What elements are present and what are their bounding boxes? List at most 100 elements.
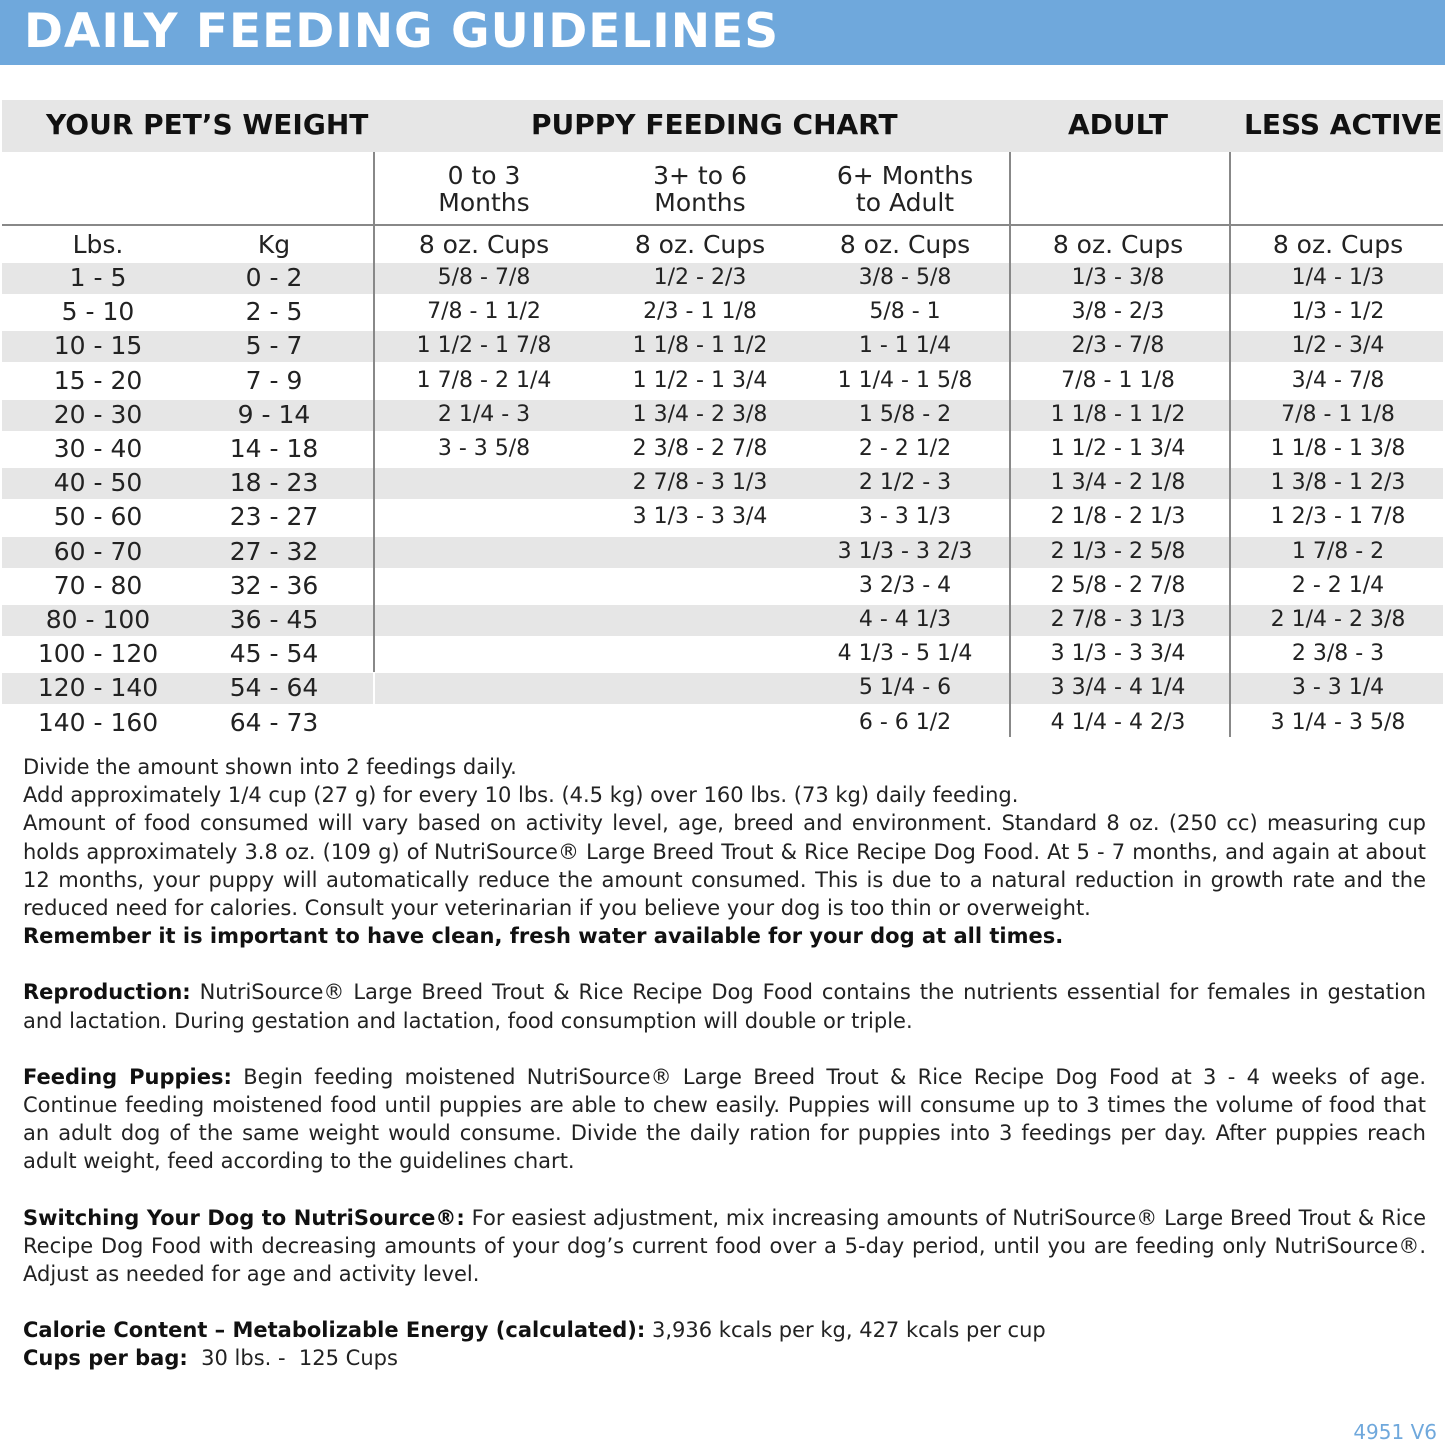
cups-cell: 1/4 - 1/3 bbox=[1291, 265, 1385, 290]
row-stripe bbox=[1011, 536, 1229, 568]
cups-cell: 2 - 2 1/2 bbox=[858, 436, 952, 461]
row-stripe bbox=[2, 331, 373, 363]
divider bbox=[373, 152, 375, 672]
row-stripe bbox=[1231, 605, 1443, 636]
cups-cell: 2 1/4 - 3 bbox=[437, 401, 531, 427]
weight-cell: 18 - 23 bbox=[229, 468, 319, 498]
row-stripe bbox=[2, 399, 373, 431]
cups-cell: 1 1/4 - 1 5/8 bbox=[837, 367, 973, 393]
weight-cell: 1 - 5 bbox=[69, 263, 127, 292]
weight-cell: 5 - 7 bbox=[245, 331, 303, 361]
cups-cell: 2 1/4 - 2 3/8 bbox=[1270, 607, 1406, 632]
unit-label: Kg bbox=[257, 230, 291, 259]
cups-cell: 4 1/3 - 5 1/4 bbox=[837, 641, 973, 667]
cups-cell: 1 1/8 - 1 1/2 bbox=[1050, 401, 1186, 427]
cups-cell: 7/8 - 1 1/8 bbox=[1281, 401, 1395, 427]
weight-cell: 9 - 14 bbox=[237, 399, 311, 429]
weight-cell: 80 - 100 bbox=[45, 605, 151, 634]
weight-cell: 40 - 50 bbox=[53, 468, 143, 498]
note-cups: Cups per bag: 30 lbs. - 125 Cups bbox=[23, 1346, 398, 1371]
header-weight: YOUR PET’S WEIGHT bbox=[46, 108, 369, 141]
cups-cell: 3 3/4 - 4 1/4 bbox=[1050, 675, 1186, 701]
note-calorie: Calorie Content – Metabolizable Energy (… bbox=[23, 1318, 1046, 1343]
weight-cell: 10 - 15 bbox=[53, 331, 143, 361]
subheader-age: 3+ to 6 Months bbox=[653, 161, 747, 217]
weight-cell: 27 - 32 bbox=[229, 536, 319, 566]
row-stripe bbox=[2, 468, 373, 500]
cups-cell: 7/8 - 1 1/8 bbox=[1061, 367, 1175, 393]
cups-cell: 1 1/2 - 1 7/8 bbox=[416, 333, 552, 359]
row-stripe bbox=[1231, 673, 1443, 705]
product-code: 4951 V6 bbox=[1353, 1420, 1437, 1444]
row-stripe bbox=[2, 673, 373, 705]
row-stripe bbox=[1231, 263, 1443, 294]
title-banner: DAILY FEEDING GUIDELINES bbox=[0, 0, 1445, 65]
cups-cell: 2 7/8 - 3 1/3 bbox=[1050, 607, 1186, 632]
cups-cell: 1/2 - 3/4 bbox=[1291, 333, 1385, 359]
cups-cell: 5 1/4 - 6 bbox=[858, 675, 952, 701]
subheader-age: 0 to 3 Months bbox=[438, 161, 530, 217]
weight-cell: 140 - 160 bbox=[37, 707, 159, 737]
divider bbox=[2, 224, 1443, 226]
cups-cell: 1 1/2 - 1 3/4 bbox=[1050, 436, 1186, 461]
row-stripe bbox=[375, 399, 1009, 431]
note-puppies: Feeding Puppies: Begin feeding moistened… bbox=[23, 1064, 1427, 1174]
row-stripe bbox=[375, 331, 1009, 363]
row-stripe bbox=[2, 263, 373, 294]
unit-label: 8 oz. Cups bbox=[634, 230, 766, 259]
weight-cell: 60 - 70 bbox=[53, 536, 143, 566]
row-stripe bbox=[1231, 331, 1443, 363]
cups-cell: 1/3 - 3/8 bbox=[1071, 265, 1165, 290]
row-stripe bbox=[1011, 673, 1229, 705]
weight-cell: 15 - 20 bbox=[53, 365, 143, 395]
row-stripe bbox=[2, 536, 373, 568]
weight-cell: 14 - 18 bbox=[229, 434, 319, 463]
cups-cell: 4 1/4 - 4 2/3 bbox=[1050, 709, 1186, 735]
unit-label: 8 oz. Cups bbox=[418, 230, 550, 259]
note-switching: Switching Your Dog to NutriSource®: For … bbox=[23, 1205, 1426, 1287]
cups-cell: 2 1/3 - 2 5/8 bbox=[1050, 538, 1186, 564]
cups-cell: 3 1/4 - 3 5/8 bbox=[1270, 709, 1406, 735]
divider bbox=[1009, 152, 1011, 737]
cups-cell: 2/3 - 7/8 bbox=[1071, 333, 1165, 359]
row-stripe bbox=[1011, 331, 1229, 363]
cups-cell: 1 - 1 1/4 bbox=[858, 333, 952, 359]
cups-cell: 2 - 2 1/4 bbox=[1291, 572, 1385, 598]
unit-label: 8 oz. Cups bbox=[1052, 230, 1184, 259]
row-stripe bbox=[375, 605, 1009, 636]
row-stripe bbox=[1231, 468, 1443, 500]
note-feedings: Divide the amount shown into 2 feedings … bbox=[23, 755, 517, 779]
unit-label: Lbs. bbox=[72, 230, 124, 259]
cups-cell: 7/8 - 1 1/2 bbox=[427, 299, 541, 325]
cups-cell: 1 7/8 - 2 bbox=[1291, 538, 1385, 564]
table-header-band bbox=[2, 100, 1443, 152]
row-stripe bbox=[375, 673, 1009, 705]
weight-cell: 100 - 120 bbox=[37, 639, 159, 669]
weight-cell: 64 - 73 bbox=[229, 707, 319, 737]
page-title: DAILY FEEDING GUIDELINES bbox=[24, 4, 780, 59]
row-stripe bbox=[375, 263, 1009, 294]
note-over-160: Add approximately 1/4 cup (27 g) for eve… bbox=[23, 783, 1019, 808]
cups-cell: 3 - 3 1/3 bbox=[858, 504, 952, 530]
cups-cell: 2 5/8 - 2 7/8 bbox=[1050, 572, 1186, 598]
cups-cell: 3 1/3 - 3 3/4 bbox=[1050, 641, 1186, 667]
unit-label: 8 oz. Cups bbox=[1272, 230, 1404, 259]
cups-cell: 1 7/8 - 2 1/4 bbox=[416, 367, 552, 393]
cups-cell: 3 1/3 - 3 3/4 bbox=[632, 504, 768, 530]
cups-cell: 2 3/8 - 3 bbox=[1291, 641, 1385, 667]
subheader-age: 6+ Months to Adult bbox=[836, 161, 974, 217]
weight-cell: 50 - 60 bbox=[53, 502, 143, 532]
row-stripe bbox=[375, 536, 1009, 568]
row-stripe bbox=[1011, 605, 1229, 636]
cups-cell: 5/8 - 7/8 bbox=[437, 265, 531, 290]
weight-cell: 120 - 140 bbox=[37, 673, 159, 703]
weight-cell: 54 - 64 bbox=[229, 673, 319, 703]
cups-cell: 3/8 - 2/3 bbox=[1071, 299, 1165, 325]
weight-cell: 7 - 9 bbox=[245, 365, 303, 395]
row-stripe bbox=[1011, 468, 1229, 500]
row-stripe bbox=[1231, 399, 1443, 431]
cups-cell: 5/8 - 1 bbox=[869, 299, 941, 325]
cups-cell: 1/3 - 1/2 bbox=[1291, 299, 1385, 325]
divider bbox=[1229, 152, 1231, 737]
weight-cell: 5 - 10 bbox=[61, 297, 135, 327]
